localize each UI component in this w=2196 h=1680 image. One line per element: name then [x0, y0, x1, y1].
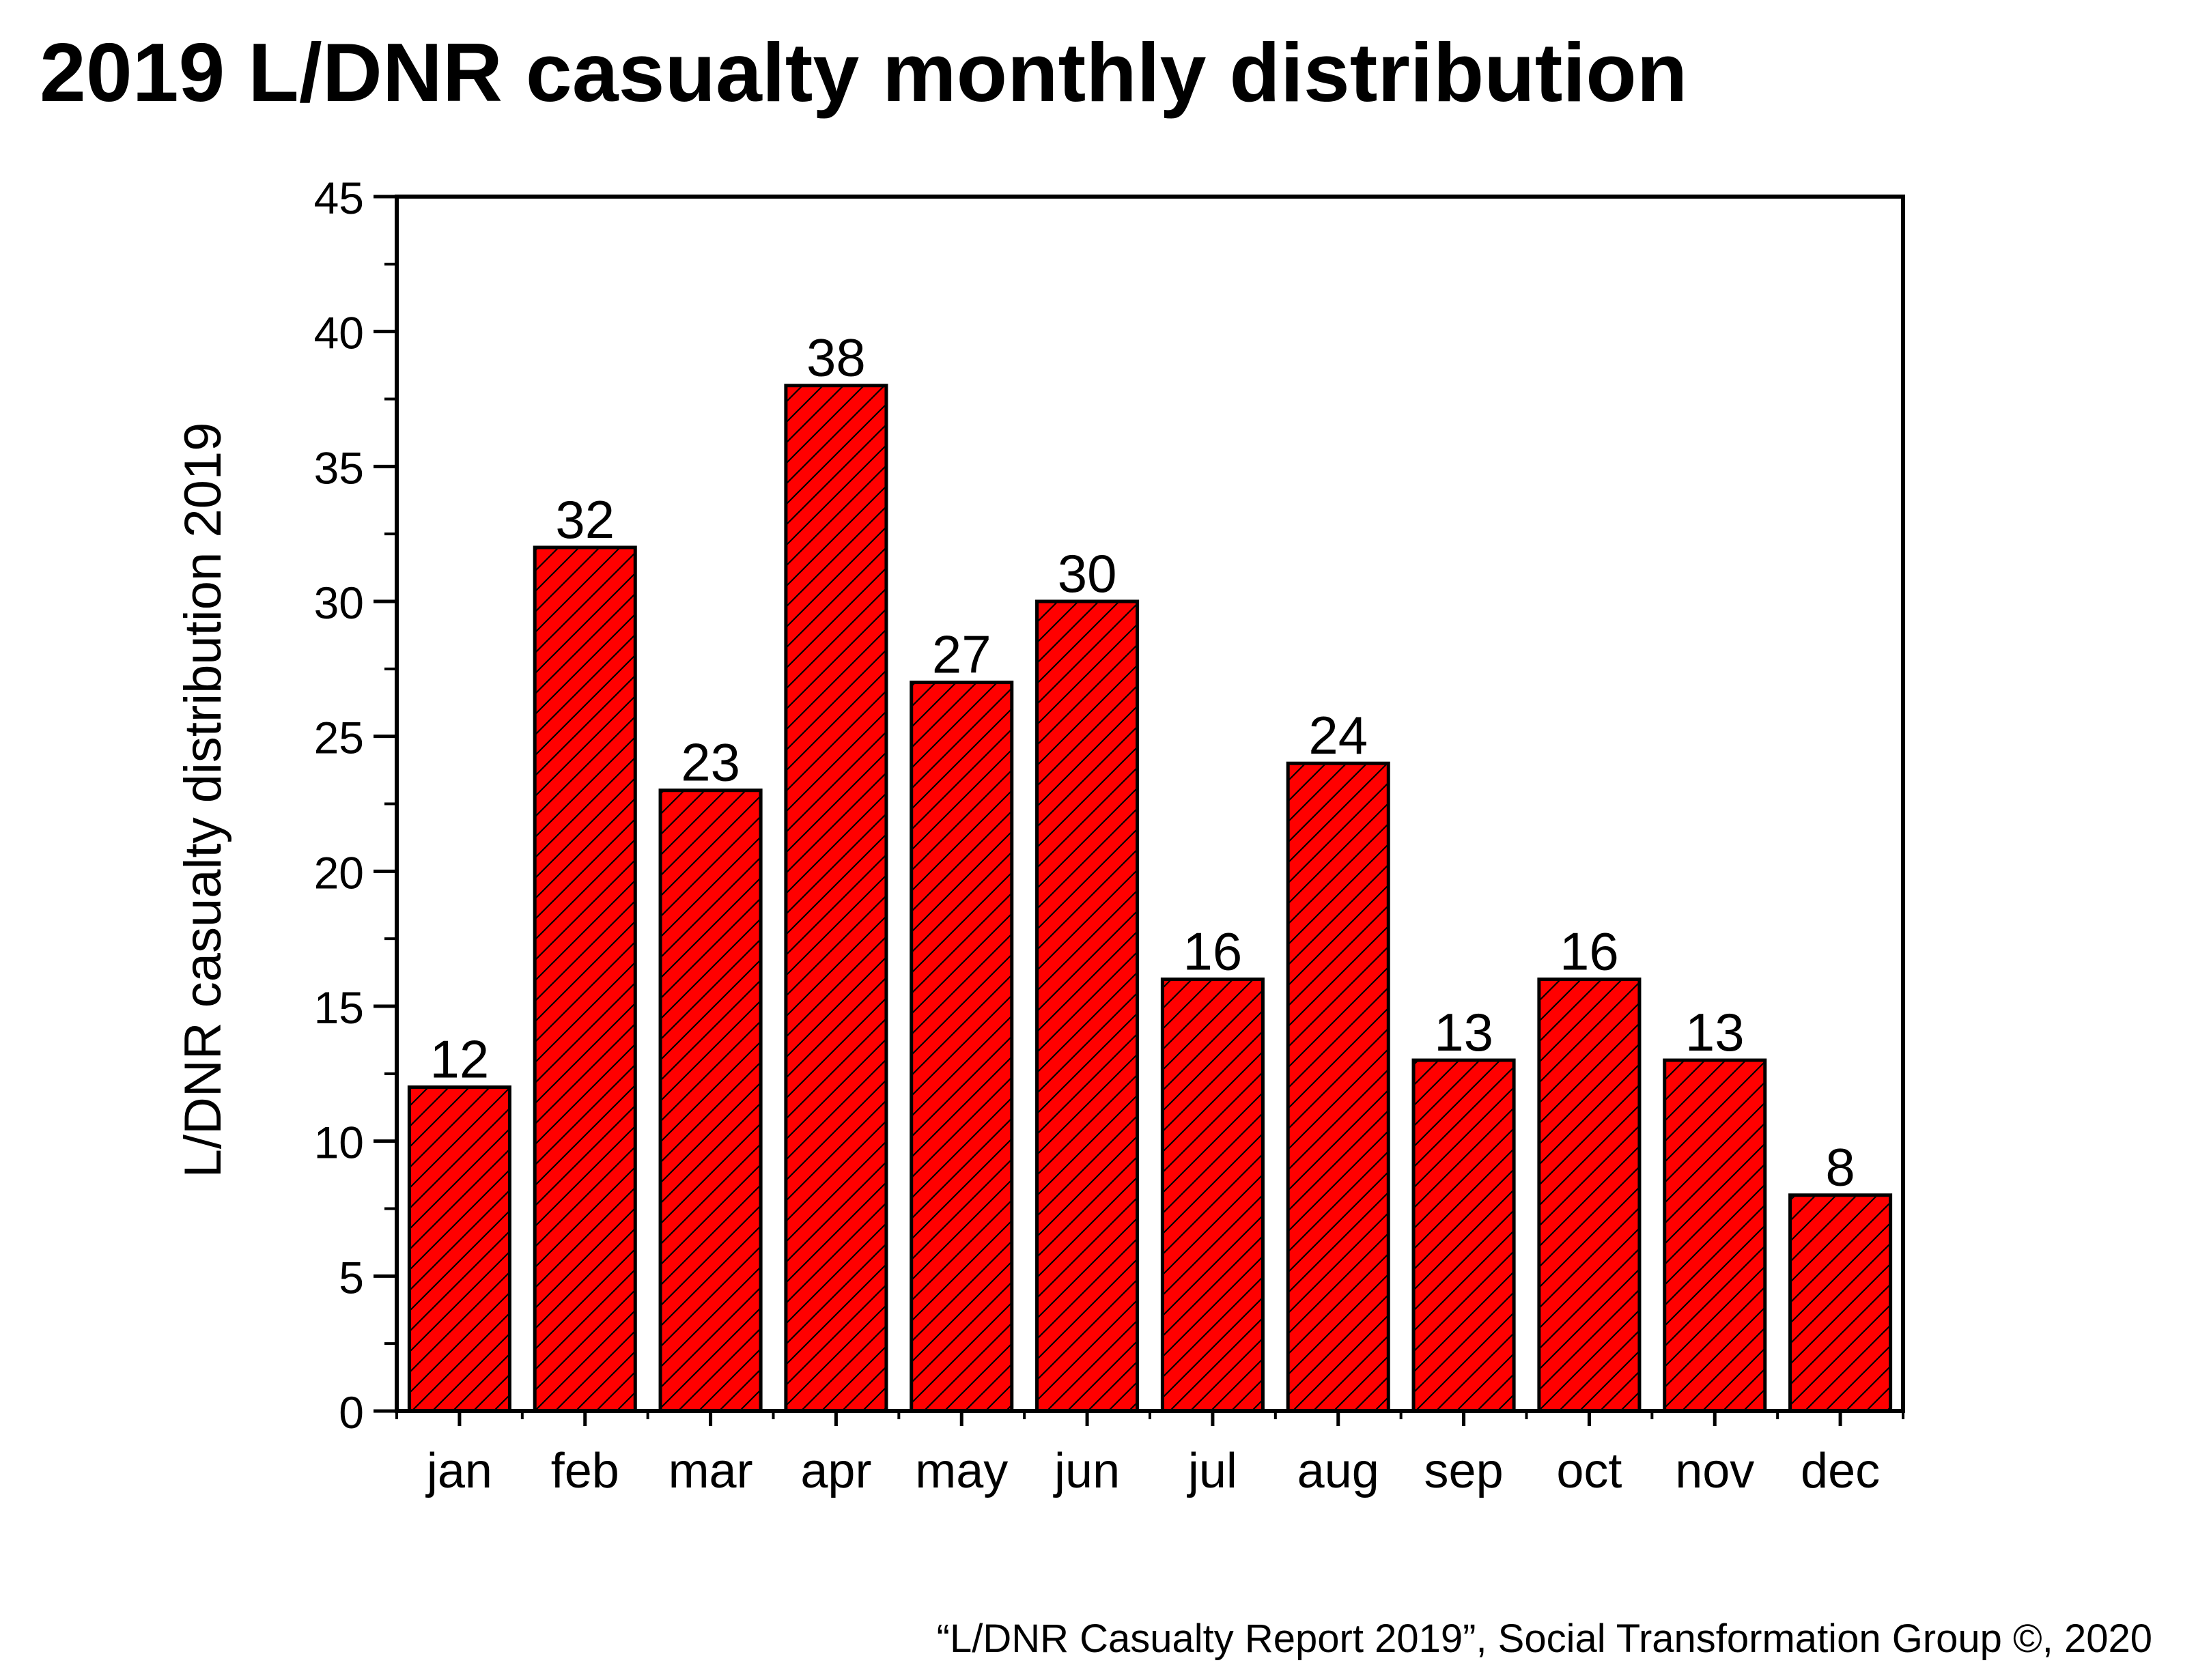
x-tick-label-jan: jan — [425, 1444, 492, 1498]
x-tick-label-feb: feb — [551, 1444, 619, 1498]
bar-dec — [1788, 1193, 1893, 1413]
bar-oct — [1537, 977, 1642, 1413]
y-tick-label-30: 30 — [314, 578, 364, 628]
x-tick-label-aug: aug — [1297, 1444, 1379, 1498]
y-tick-label-40: 40 — [314, 308, 364, 358]
bar-jan — [407, 1085, 511, 1413]
bar-mar — [658, 788, 763, 1413]
axes: jan feb mar apr may jun jul aug sep oct nov dec 0 5 10… — [314, 173, 1904, 1498]
x-tick-label-sep: sep — [1424, 1444, 1504, 1498]
y-tick-label-10: 10 — [314, 1117, 364, 1168]
data-label-apr: 38 — [806, 328, 866, 388]
bar-sep — [1411, 1058, 1516, 1413]
bar-jun — [1035, 599, 1140, 1413]
x-tick-label-jul: jul — [1187, 1444, 1237, 1498]
data-label-mar: 23 — [681, 732, 740, 793]
y-tick-label-45: 45 — [314, 173, 364, 223]
y-tick-label-15: 15 — [314, 982, 364, 1033]
source-footer: “L/DNR Casualty Report 2019”, Social Tra… — [937, 1617, 2152, 1661]
y-tick-label-0: 0 — [339, 1387, 364, 1438]
y-tick-label-20: 20 — [314, 847, 364, 898]
data-label-jun: 30 — [1058, 543, 1117, 603]
data-label-feb: 32 — [555, 489, 615, 550]
bar-nov — [1663, 1058, 1767, 1413]
x-tick-label-may: may — [915, 1444, 1008, 1498]
data-label-jan: 12 — [430, 1029, 490, 1090]
y-tick-label-35: 35 — [314, 442, 364, 493]
data-label-nov: 13 — [1685, 1002, 1745, 1062]
data-label-oct: 16 — [1560, 921, 1619, 981]
data-label-jul: 16 — [1183, 921, 1243, 981]
chart-title: 2019 L/DNR casualty monthly distribution — [40, 26, 1687, 119]
x-tick-label-dec: dec — [1801, 1444, 1880, 1498]
bar-jul — [1160, 977, 1265, 1413]
x-tick-label-jun: jun — [1053, 1444, 1120, 1498]
data-label-may: 27 — [932, 625, 991, 685]
data-label-aug: 24 — [1308, 705, 1368, 765]
data-label-sep: 13 — [1434, 1002, 1493, 1062]
x-tick-label-mar: mar — [668, 1444, 753, 1498]
bar-apr — [784, 384, 888, 1413]
data-label-dec: 8 — [1825, 1137, 1855, 1197]
plot-area: 12 32 23 38 27 30 16 24 13 16 13 8 — [407, 328, 1893, 1413]
y-tick-label-5: 5 — [339, 1252, 364, 1302]
bar-feb — [533, 545, 637, 1413]
bar-may — [910, 681, 1014, 1413]
x-tick-label-apr: apr — [800, 1444, 871, 1498]
bar-aug — [1286, 761, 1390, 1413]
y-tick-label-25: 25 — [314, 713, 364, 763]
x-tick-label-oct: oct — [1556, 1444, 1622, 1498]
y-axis-label: L/DNR casualty distribution 2019 — [174, 423, 232, 1178]
x-tick-label-nov: nov — [1675, 1444, 1754, 1498]
